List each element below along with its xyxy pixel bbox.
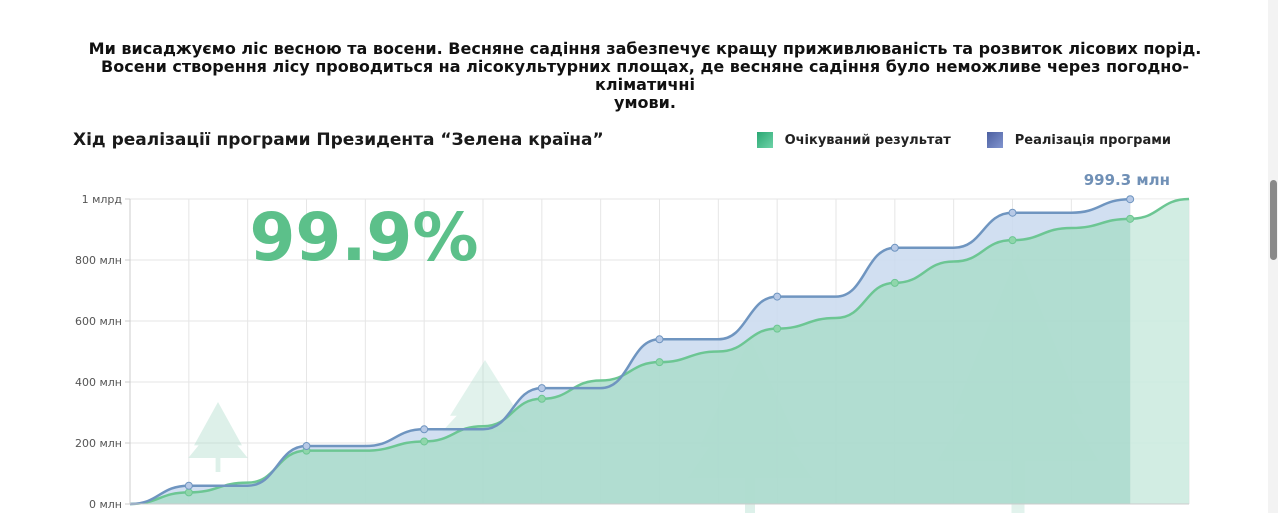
legend-swatch-actual: [986, 132, 1003, 148]
scrollbar-thumb[interactable]: [1270, 180, 1277, 260]
point-actual: [302, 442, 311, 451]
tree-decoration: [188, 402, 248, 472]
chart-title: Хід реалізації програми Президента “Зеле…: [73, 130, 604, 150]
future-overlay: [1130, 199, 1189, 504]
legend-item-expected[interactable]: Очікуваний результат: [756, 132, 951, 148]
series-area-expected: [130, 199, 1189, 504]
y-tick-label: 800 млн: [75, 254, 122, 267]
point-actual: [655, 335, 664, 344]
point-expected: [1126, 214, 1135, 223]
y-tick-label: 1 млрд: [82, 193, 123, 206]
point-expected: [1008, 236, 1017, 245]
point-expected: [537, 394, 546, 403]
progress-chart: 0 млн 200 млн 400 млн 600 млн 800 млн 1 млрд 9…: [75, 171, 1190, 513]
y-tick-label: 400 млн: [75, 376, 122, 389]
legend-swatch-expected: [756, 132, 773, 148]
point-actual: [420, 425, 429, 434]
end-value-label: 999.3 млн: [1084, 171, 1170, 189]
y-tick-label: 0 млн: [89, 498, 122, 511]
point-actual: [773, 292, 782, 301]
legend-item-actual[interactable]: Реалізація програми: [986, 132, 1171, 148]
point-expected: [420, 437, 429, 446]
point-actual: [1126, 195, 1135, 204]
point-actual: [890, 243, 899, 252]
y-tick-label: 600 млн: [75, 315, 122, 328]
intro-line-3: умови.: [614, 93, 676, 112]
point-actual: [184, 481, 193, 490]
point-actual: [1008, 208, 1017, 217]
big-percent-label: 99.9%: [250, 199, 479, 276]
chart-legend: Очікуваний результат Реалізація програми: [756, 132, 1171, 148]
legend-label-expected: Очікуваний результат: [784, 132, 951, 148]
point-expected: [773, 324, 782, 333]
point-expected: [890, 278, 899, 287]
intro-line-2: Восени створення лісу проводиться на ліс…: [101, 57, 1189, 94]
intro-line-1: Ми висаджуємо ліс весною та восени. Весн…: [88, 39, 1202, 58]
y-tick-label: 200 млн: [75, 437, 122, 450]
point-actual: [537, 384, 546, 393]
scrollbar[interactable]: [1268, 0, 1278, 513]
chart-area: 0 млн 200 млн 400 млн 600 млн 800 млн 1 млрд 9…: [0, 160, 1280, 513]
legend-label-actual: Реалізація програми: [1014, 132, 1171, 148]
intro-text: Ми висаджуємо ліс весною та восени. Весн…: [60, 40, 1230, 112]
point-expected: [655, 358, 664, 367]
chart-header: Хід реалізації програми Президента “Зеле…: [73, 130, 1183, 154]
point-expected: [184, 488, 193, 497]
series-line-actual: [129, 197, 1131, 506]
